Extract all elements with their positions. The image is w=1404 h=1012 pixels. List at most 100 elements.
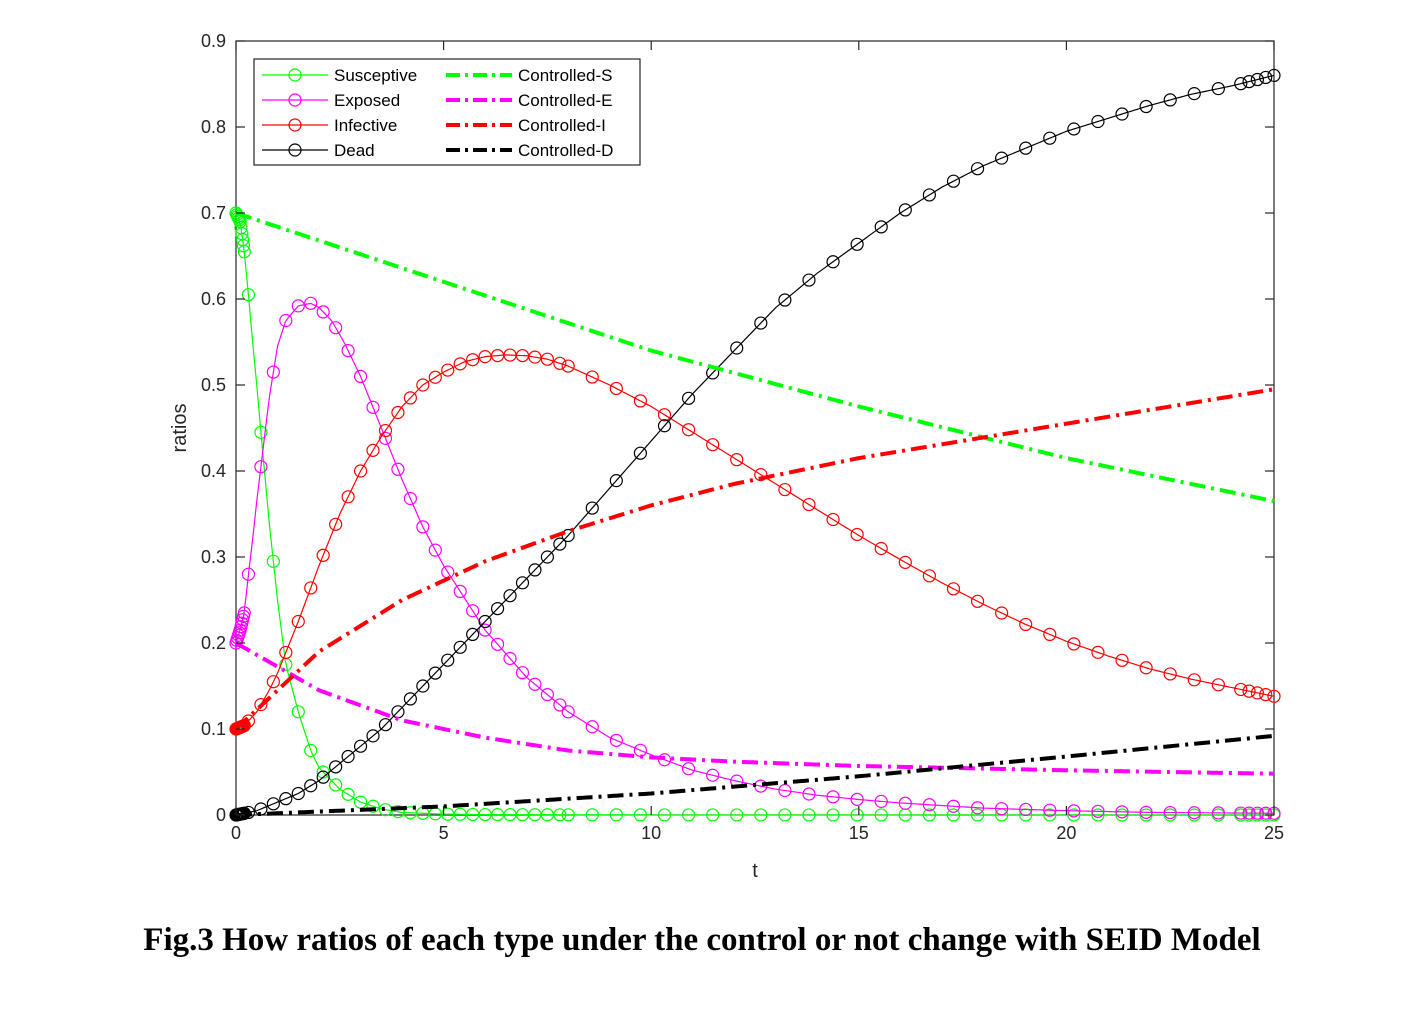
legend-label: Controlled-E [518,91,613,110]
legend-label: Susceptive [334,66,417,85]
data-point [802,787,816,801]
series-controlled-i [234,387,1275,731]
data-point [241,288,256,302]
data-point [403,692,417,706]
legend-item: Dead [262,141,375,160]
legend-label: Exposed [334,91,400,110]
data-point [730,341,744,355]
data-point [391,462,405,476]
series-controlled-e [235,641,1275,776]
data-point [730,453,744,467]
series-controlled-d [235,733,1275,817]
data-point [254,425,268,439]
y-tick-label: 0.6 [201,289,226,309]
data-point [898,555,912,569]
series-line [234,387,1275,731]
data-point [609,381,623,396]
data-point [898,796,912,810]
data-point [353,369,368,383]
data-point [1091,645,1105,659]
series-susceptive [229,206,1281,822]
data-point [633,394,648,408]
x-tick-label: 5 [439,823,449,843]
data-point [585,501,599,515]
data-point [1242,806,1256,820]
data-point [453,640,467,654]
data-point [553,808,567,822]
data-point [946,808,961,822]
data-point [802,273,816,287]
data-point [478,614,492,629]
data-point [304,743,318,758]
plot-frame [235,40,1275,816]
y-tick-label: 0.8 [201,117,226,137]
data-point [1067,808,1081,822]
data-point [1163,93,1177,107]
data-point [561,359,575,373]
data-point [1019,141,1033,155]
x-tick-label: 20 [1056,823,1076,843]
data-point [754,468,768,482]
data-point [1234,682,1248,697]
data-point [1067,804,1081,818]
data-point [341,787,355,801]
data-point [1139,661,1153,675]
data-point [441,653,455,667]
data-point [778,783,792,798]
data-point [1267,689,1281,703]
series-line [235,733,1275,817]
data-point [1091,114,1105,129]
data-point [657,408,672,422]
data-point [970,808,985,822]
data-point [329,517,343,531]
data-point [515,666,530,680]
y-axis-label: ratios [169,404,191,453]
data-point [528,563,542,577]
data-point [657,419,672,433]
x-axis-label: t [752,860,758,882]
data-point [802,497,816,512]
x-tick-label: 10 [641,823,661,843]
data-point [254,460,268,474]
data-point [922,808,936,822]
data-point [291,705,305,719]
data-point [528,350,542,364]
data-point [515,348,530,363]
data-point [561,705,575,719]
plot-area: 0 5 10 15 20 25 0 0.1 0.2 0.3 0.4 0.5 0.6 0.7 0.8 0.9 [201,31,1284,843]
data-point [826,512,840,527]
data-point [970,801,985,815]
data-point [366,443,380,457]
y-tick-label: 0.2 [201,633,226,653]
x-tick-label: 25 [1264,823,1284,843]
data-point [540,550,555,564]
legend-item: Controlled-I [446,116,606,135]
data-point [1211,806,1225,820]
data-point [266,797,280,811]
data-point [706,808,720,822]
data-point [778,482,792,497]
data-point [403,391,417,405]
data-point [1067,122,1081,136]
legend-label: Controlled-D [518,141,613,160]
data-point [540,352,555,366]
y-tick-label: 0.5 [201,375,226,395]
data-point [553,698,567,712]
data-point [453,357,467,371]
data-point [826,255,840,269]
data-point [391,405,405,420]
data-point [1250,72,1264,87]
legend-item: Controlled-S [446,66,613,85]
y-tick-label: 0.9 [201,31,226,51]
data-point [730,808,744,822]
data-point [279,313,293,328]
data-point [826,790,840,804]
data-point [1139,99,1153,114]
legend-item: Susceptive [262,66,417,85]
data-point [316,305,330,319]
data-point [1115,107,1129,121]
data-point [353,739,368,753]
data-point [1115,808,1129,822]
data-point [802,808,816,822]
